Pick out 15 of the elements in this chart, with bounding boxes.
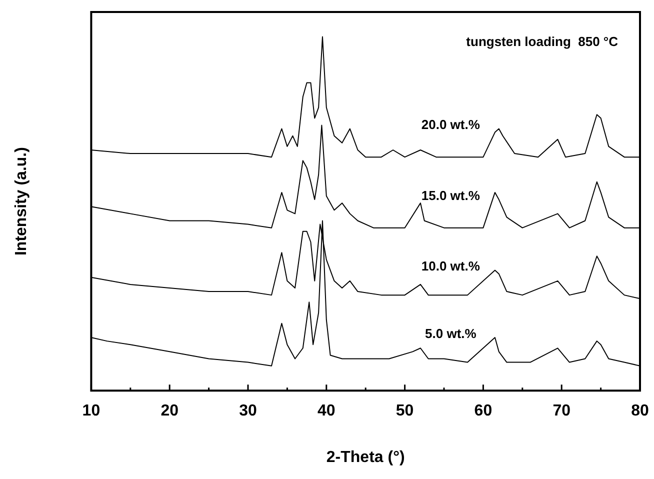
annotation: tungsten loading 850 °C [466, 34, 619, 49]
x-tick-label: 60 [474, 402, 492, 420]
series-label: 15.0 wt.% [421, 188, 480, 203]
x-tick-label: 10 [82, 402, 100, 420]
x-tick-label: 30 [239, 402, 257, 420]
x-tick-label: 80 [631, 402, 649, 420]
series-label: 20.0 wt.% [421, 117, 480, 132]
x-tick-label: 20 [160, 402, 179, 420]
x-axis-title: 2-Theta (°) [326, 448, 405, 466]
series-label: 5.0 wt.% [425, 326, 477, 341]
x-tick-label: 40 [318, 402, 336, 420]
x-tick-label: 70 [552, 402, 571, 420]
x-tick-label: 50 [396, 402, 414, 420]
series-label: 10.0 wt.% [421, 258, 480, 274]
y-axis-title: Intensity (a.u.) [13, 147, 30, 256]
